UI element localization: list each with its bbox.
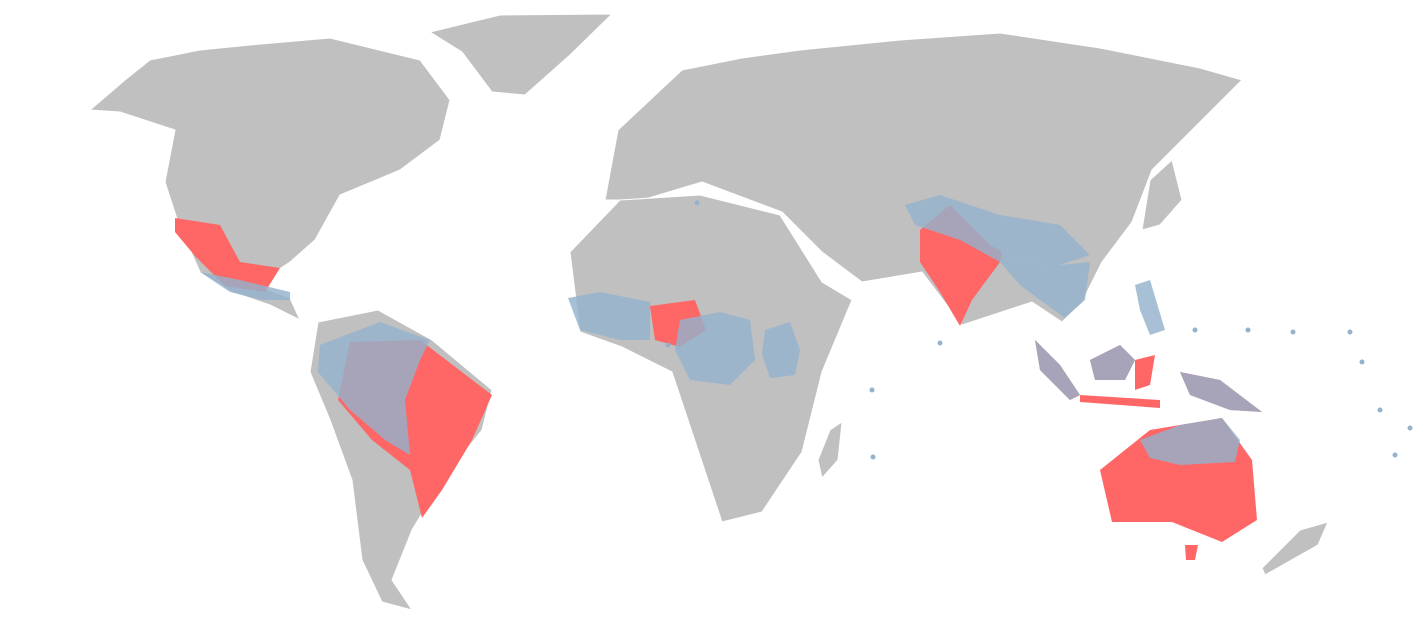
region-lesser-sunda xyxy=(1080,395,1160,408)
region-tasmania xyxy=(1185,545,1198,560)
overlay-east-africa xyxy=(762,322,800,378)
island-dot xyxy=(1347,329,1353,335)
island-dot xyxy=(870,454,876,460)
island-dot xyxy=(937,340,943,346)
island-dot xyxy=(1245,327,1251,333)
island-dot xyxy=(694,200,700,206)
overlay-central-africa xyxy=(675,312,755,385)
island-dot xyxy=(1290,329,1296,335)
region-india xyxy=(920,205,1002,326)
greenland xyxy=(429,13,613,96)
japan xyxy=(1141,159,1183,231)
overlay-himalaya xyxy=(905,195,1090,265)
region-sulawesi xyxy=(1135,355,1155,390)
region-mexico xyxy=(175,218,280,292)
overlay-new-guinea xyxy=(1180,372,1262,412)
island-dot xyxy=(1377,407,1383,413)
overlay-philippines xyxy=(1135,280,1165,335)
overlay-layer xyxy=(200,195,1413,465)
island-dot xyxy=(665,342,671,348)
north-america xyxy=(89,37,451,321)
island-dot xyxy=(1192,327,1198,333)
island-dot xyxy=(869,387,875,393)
overlay-north-australia xyxy=(1140,418,1240,465)
madagascar xyxy=(817,421,843,479)
overlay-borneo xyxy=(1090,345,1135,380)
overlay-indochina xyxy=(1000,262,1090,318)
overlay-central-america xyxy=(200,272,290,300)
overlay-amazon xyxy=(318,322,430,455)
overlay-indonesia-west xyxy=(1035,340,1080,400)
overlay-west-africa xyxy=(568,292,650,340)
island-dot xyxy=(1407,425,1413,431)
new-zealand xyxy=(1261,521,1329,576)
island-dot xyxy=(1359,359,1365,365)
island-dot xyxy=(1392,452,1398,458)
